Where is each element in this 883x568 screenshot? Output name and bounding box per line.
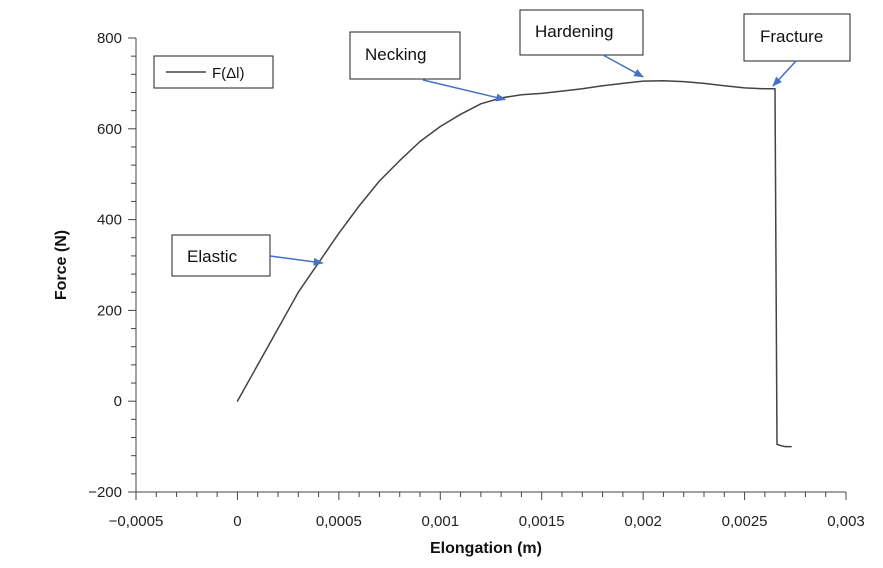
data-point xyxy=(764,88,766,90)
data-point xyxy=(358,205,360,207)
data-point xyxy=(480,103,482,105)
series-line-f-delta-l xyxy=(236,79,792,448)
data-point xyxy=(703,82,705,84)
annotation-elastic-box xyxy=(171,234,271,277)
y-tick-label: 0 xyxy=(114,393,122,410)
x-tick-label: 0 xyxy=(233,513,241,530)
y-tick-label: 400 xyxy=(97,212,122,229)
data-point xyxy=(723,85,725,87)
data-point xyxy=(662,80,665,82)
x-tick-label: 0,001 xyxy=(422,513,460,530)
x-tick-label: 0,003 xyxy=(827,513,865,530)
data-point xyxy=(561,90,563,92)
legend-label: F(Δl) xyxy=(212,65,245,82)
annotation-fracture: Fracture xyxy=(743,13,851,87)
data-point xyxy=(520,94,523,96)
x-axis-ticks: −0,0005 0 0,0005 0,001 0,0015 0,002 0,0025 0,00… xyxy=(109,492,865,530)
annotation-elastic-label: Elastic xyxy=(187,247,238,266)
annotation-fracture-label: Fracture xyxy=(760,27,823,46)
y-tick-label: −200 xyxy=(88,484,122,501)
data-point xyxy=(790,446,792,448)
y-tick-label: 600 xyxy=(97,121,122,138)
data-point xyxy=(683,80,685,83)
data-point xyxy=(780,445,782,447)
data-point xyxy=(236,400,239,402)
x-tick-label: 0,002 xyxy=(624,513,662,530)
series-layer xyxy=(236,79,792,448)
annotation-hardening: Hardening xyxy=(519,9,645,78)
data-point xyxy=(776,443,778,445)
y-tick-label: 200 xyxy=(97,302,122,319)
annotations: Elastic Necking Hardening Fracture xyxy=(171,9,851,277)
annotation-elastic-arrow xyxy=(269,255,324,266)
annotation-necking: Necking xyxy=(349,31,507,102)
data-point xyxy=(622,82,624,84)
data-point xyxy=(581,88,583,90)
data-point xyxy=(378,180,381,182)
x-tick-label: −0,0005 xyxy=(109,513,164,530)
data-point xyxy=(784,446,786,448)
annotation-necking-box xyxy=(349,31,461,80)
y-axis-ticks: −200 0 200 400 600 800 xyxy=(88,30,136,501)
x-tick-label: 0,0025 xyxy=(722,513,768,530)
annotation-hardening-box xyxy=(519,9,644,56)
annotation-necking-arrow xyxy=(422,79,507,102)
data-point xyxy=(743,87,746,89)
data-point xyxy=(601,85,604,87)
data-point xyxy=(642,80,644,82)
annotation-hardening-arrow xyxy=(602,54,645,78)
data-point xyxy=(297,291,299,293)
legend: F(Δl) xyxy=(153,55,274,89)
data-point xyxy=(459,113,462,115)
data-point xyxy=(439,125,441,128)
annotation-elastic: Elastic xyxy=(171,234,324,277)
data-point xyxy=(277,327,279,330)
data-point xyxy=(338,232,340,234)
x-tick-label: 0,0005 xyxy=(316,513,362,530)
x-tick-label: 0,0015 xyxy=(519,513,565,530)
annotation-necking-label: Necking xyxy=(365,45,426,64)
annotation-fracture-box xyxy=(743,13,851,62)
data-point xyxy=(257,364,259,366)
data-point xyxy=(419,140,421,143)
y-tick-label: 800 xyxy=(97,30,122,47)
annotation-fracture-arrow xyxy=(772,60,797,87)
y-axis-title: Force (N) xyxy=(53,230,70,300)
data-point xyxy=(541,92,543,94)
x-axis-title: Elongation (m) xyxy=(430,540,542,557)
annotation-hardening-label: Hardening xyxy=(535,22,613,41)
data-point xyxy=(774,88,776,90)
data-point xyxy=(399,159,401,162)
